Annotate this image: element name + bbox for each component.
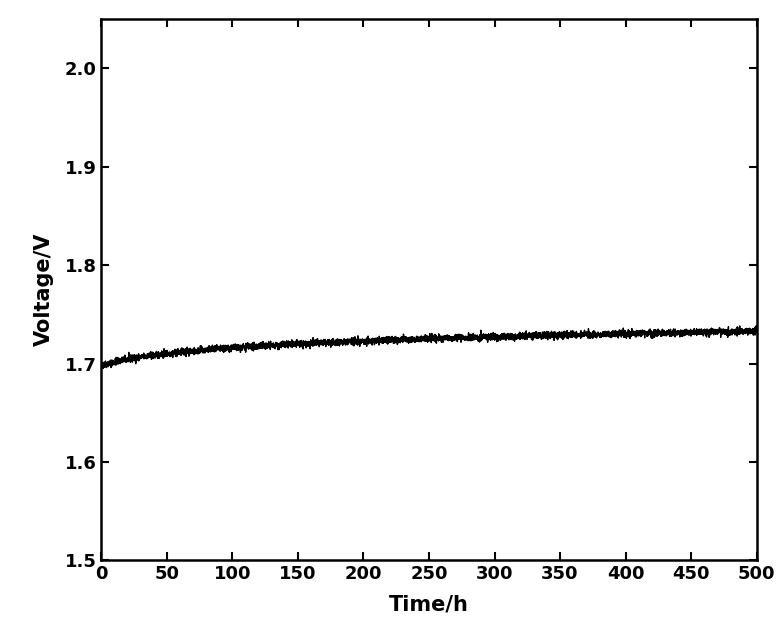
X-axis label: Time/h: Time/h [389,594,469,614]
Y-axis label: Voltage/V: Voltage/V [34,233,53,346]
